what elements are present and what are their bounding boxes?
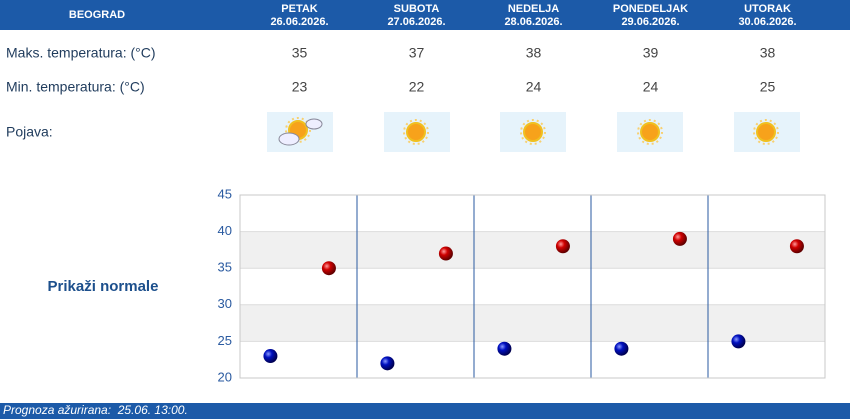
day-date: 28.06.2026. xyxy=(504,16,562,28)
day-date: 26.06.2026. xyxy=(270,16,328,28)
footer: Prognoza ažurirana: 25.06. 13:00. xyxy=(3,403,188,417)
weather-label: Pojava: xyxy=(6,124,53,140)
y-tick-label: 35 xyxy=(218,260,232,275)
band xyxy=(240,231,825,269)
header-bar xyxy=(0,0,850,30)
footer-bar xyxy=(0,403,850,419)
y-tick-label: 30 xyxy=(218,296,232,311)
y-tick-label: 45 xyxy=(218,186,232,201)
band xyxy=(240,304,825,342)
point xyxy=(555,239,570,254)
min-value: 24 xyxy=(643,79,659,95)
point xyxy=(321,261,336,276)
weather-icons xyxy=(267,112,800,152)
max-value: 38 xyxy=(760,45,776,61)
normals-link[interactable]: Prikaži normale xyxy=(48,278,159,295)
min-label: Min. temperatura: (°C) xyxy=(6,79,145,95)
day-date: 27.06.2026. xyxy=(387,16,445,28)
point xyxy=(672,231,687,246)
point xyxy=(614,341,629,356)
point xyxy=(380,356,395,371)
day-date: 30.06.2026. xyxy=(738,16,796,28)
point xyxy=(731,334,746,349)
max-label: Maks. temperatura: (°C) xyxy=(6,45,156,61)
point xyxy=(789,239,804,254)
max-value: 35 xyxy=(292,45,308,61)
day-date: 29.06.2026. xyxy=(621,16,679,28)
min-value: 24 xyxy=(526,79,542,95)
point xyxy=(497,341,512,356)
day-name: SUBOTA xyxy=(394,3,440,15)
day-name: UTORAK xyxy=(744,3,791,15)
day-name: NEDELJA xyxy=(508,3,559,15)
plot-area xyxy=(240,195,825,378)
city: BEOGRAD xyxy=(69,9,125,21)
point xyxy=(263,349,278,364)
y-tick-label: 40 xyxy=(218,223,232,238)
min-value: 22 xyxy=(409,79,425,95)
min-value: 23 xyxy=(292,79,308,95)
day-name: PONEDELJAK xyxy=(613,3,688,15)
max-value: 38 xyxy=(526,45,542,61)
min-value: 25 xyxy=(760,79,776,95)
y-tick-label: 25 xyxy=(218,333,232,348)
y-tick-label: 20 xyxy=(218,369,232,384)
point xyxy=(438,246,453,261)
max-value: 37 xyxy=(409,45,425,61)
plot-border xyxy=(239,194,826,379)
max-value: 39 xyxy=(643,45,659,61)
day-name: PETAK xyxy=(281,3,318,15)
